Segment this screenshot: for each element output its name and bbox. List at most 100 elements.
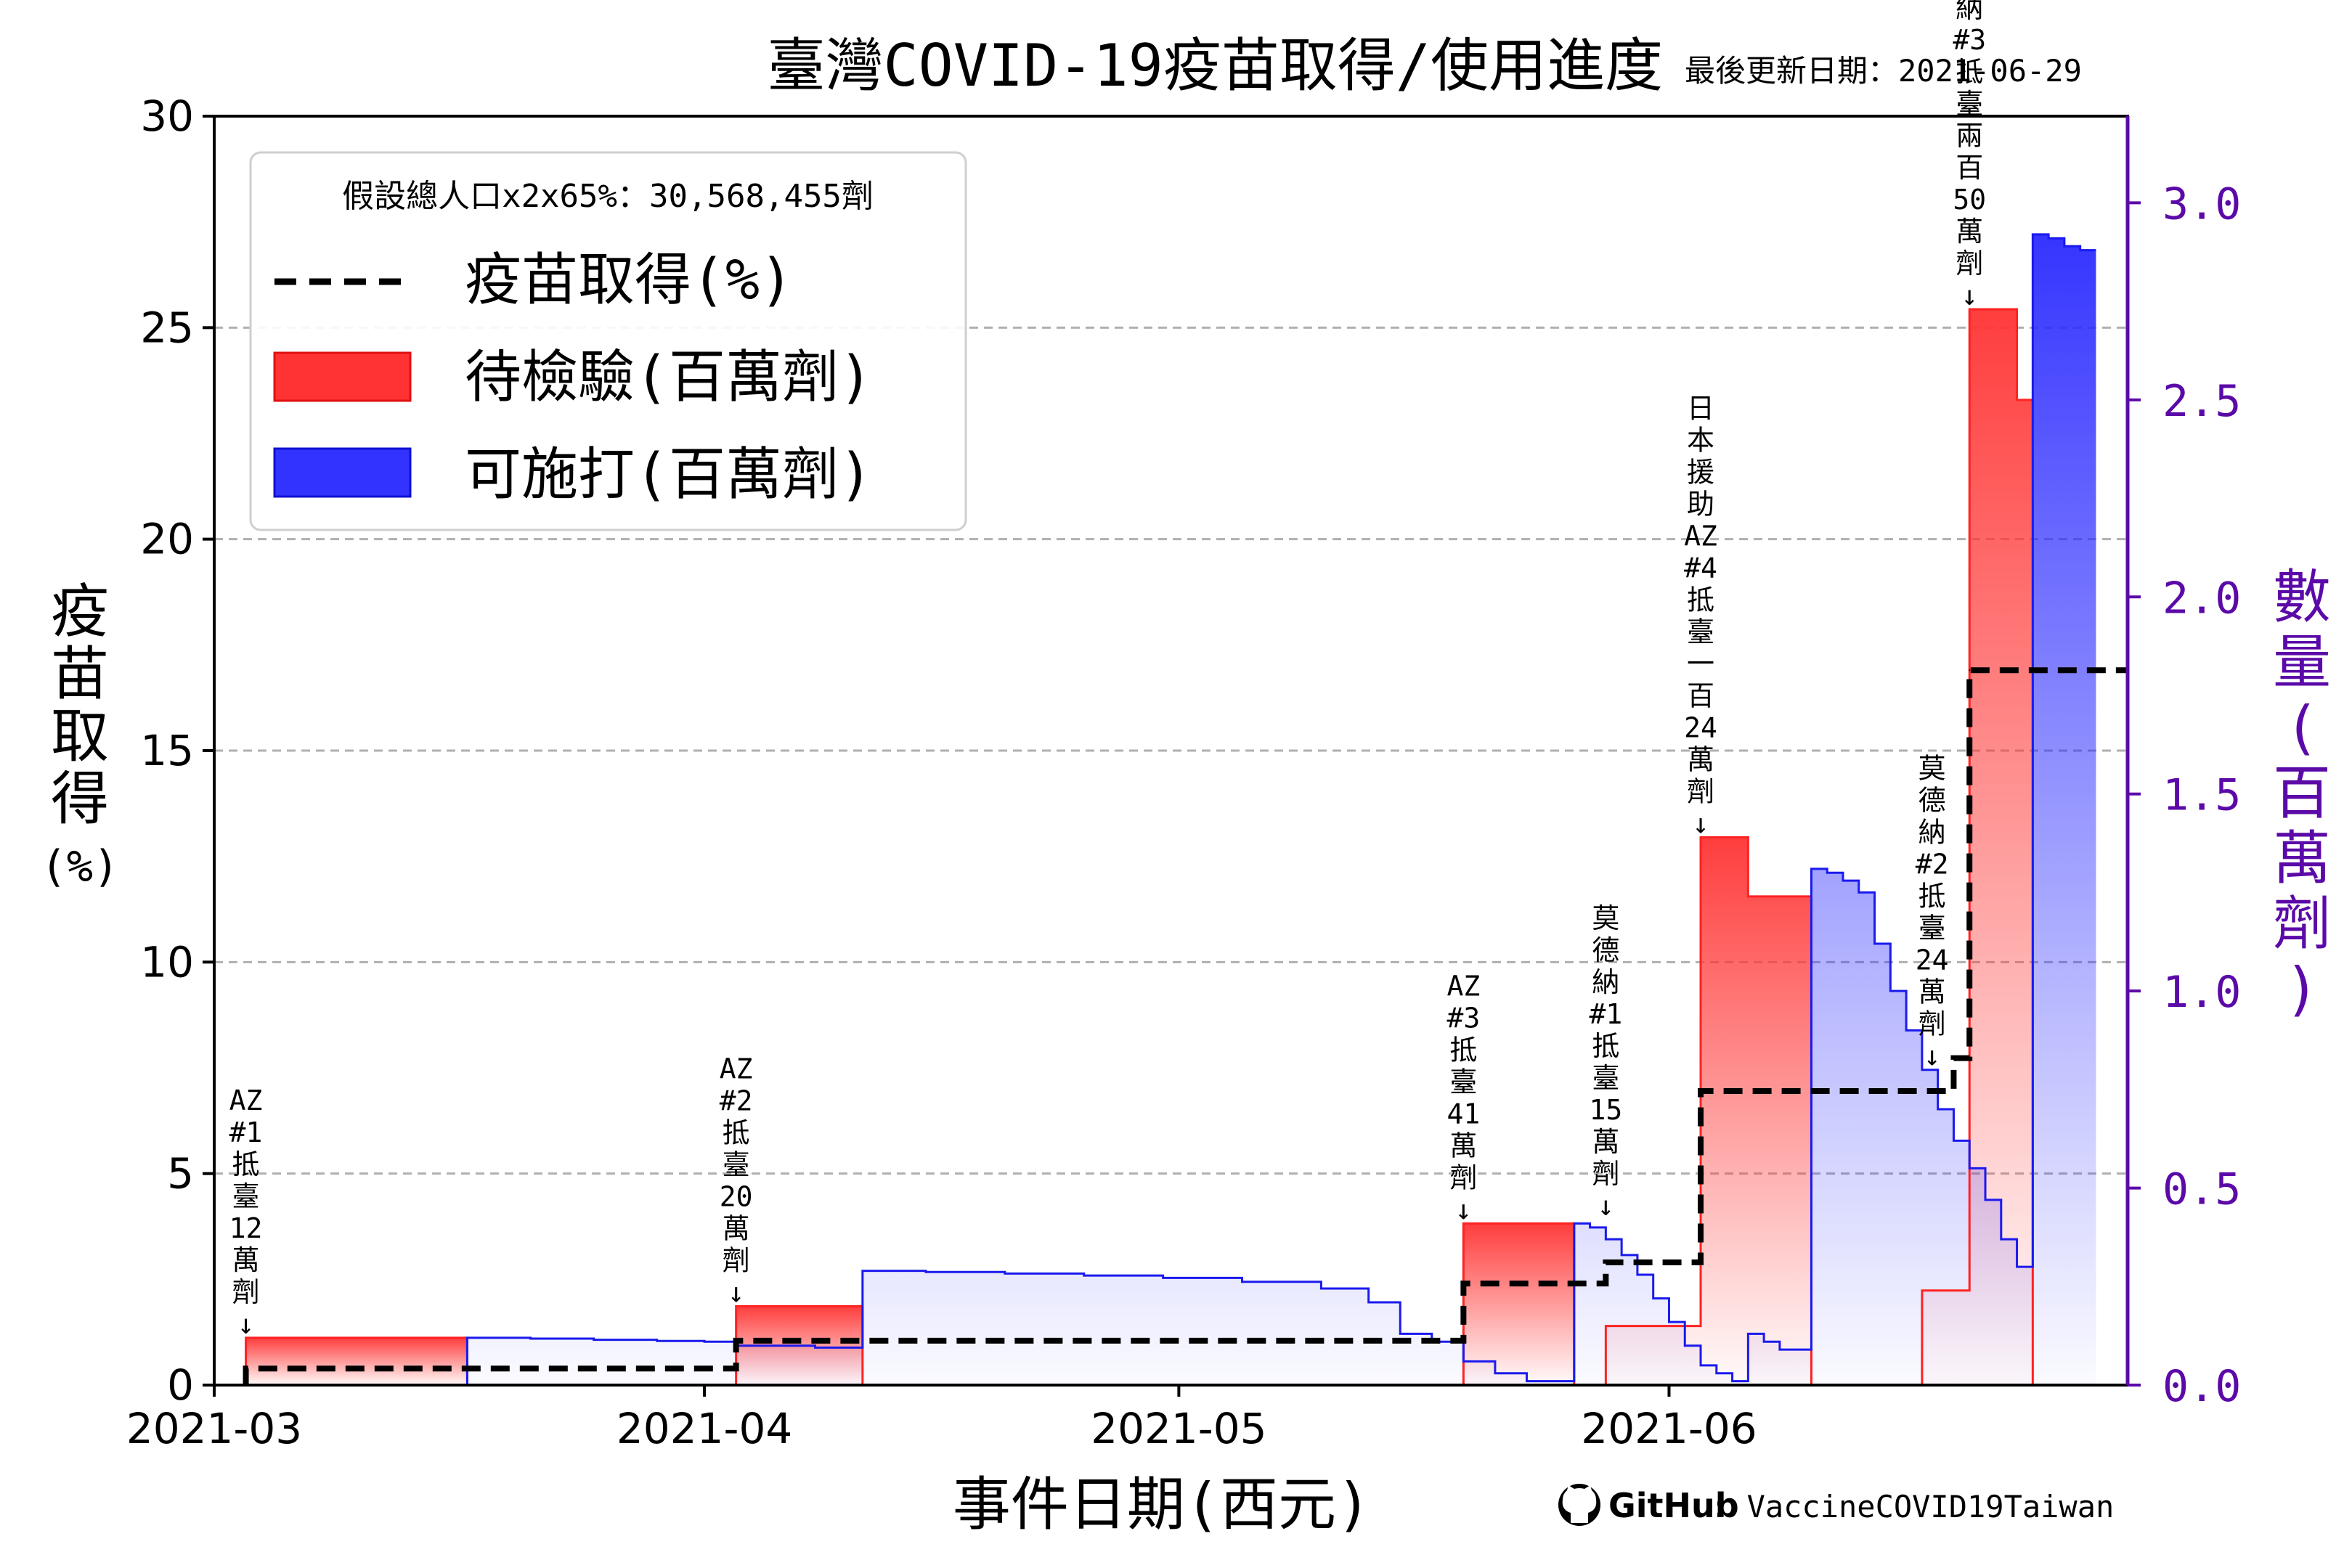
- annotation-text: 抵: [1449, 1034, 1477, 1066]
- annotation-text: 德: [1918, 785, 1946, 817]
- annotation-text: 萬: [1687, 743, 1714, 775]
- annotation-text: 莫: [1918, 753, 1946, 785]
- annotation-text: 兩: [1956, 120, 1983, 152]
- annotation-text: 抵: [1687, 584, 1714, 616]
- x-tick-label: 2021-06: [1581, 1404, 1757, 1453]
- annotation-text: 莫: [1592, 902, 1619, 934]
- github-repo: : VaccineCOVID19Taiwan: [1710, 1489, 2114, 1524]
- y-label-right-char: 百: [2273, 759, 2331, 827]
- annotation-text: AZ: [1446, 970, 1480, 1002]
- y-label-left-char: 疫: [51, 578, 109, 645]
- pending-line: [1604, 836, 1812, 1385]
- annotation-text: 臺: [723, 1148, 750, 1180]
- annotation-text: 納: [1592, 966, 1619, 998]
- pending-line: [1921, 308, 2034, 1385]
- annotation-text: 劑: [1592, 1158, 1619, 1190]
- annotation-text: 納: [1956, 0, 1983, 24]
- annotation-text: AZ: [1684, 520, 1717, 552]
- legend-available-label: 可施打(百萬劑): [465, 442, 873, 507]
- available-area: [467, 234, 2096, 1385]
- annotation-text: ↓: [1598, 1190, 1614, 1222]
- pending-area: [1921, 309, 2033, 1385]
- y-tick-label-right: 2.5: [2162, 376, 2241, 427]
- annotation-text: 萬: [1592, 1126, 1619, 1158]
- legend-acquired-label: 疫苗取得(%): [465, 248, 794, 313]
- legend-box: [249, 151, 967, 531]
- y-label-right-char: 數: [2273, 563, 2331, 631]
- annotation-text: 劑: [1918, 1008, 1946, 1040]
- annotation-text: #3: [1953, 24, 1986, 56]
- acquired-point: [1953, 1057, 1955, 1059]
- annotation-text: 劑: [1687, 775, 1714, 807]
- y-label-right-char: ): [2284, 955, 2319, 1023]
- pending-area: [245, 1337, 468, 1385]
- legend-pending-label: 待檢驗(百萬劑): [465, 345, 873, 410]
- y-tick-label-left: 25: [140, 303, 194, 352]
- annotation-text: 一: [1687, 648, 1714, 679]
- annotation-text: 24: [1684, 711, 1717, 743]
- annotation-text: 德: [1592, 934, 1619, 966]
- y-tick-label-right: 1.5: [2162, 770, 2241, 821]
- annotation-text: 劑: [723, 1244, 750, 1276]
- pending-area: [1606, 837, 1812, 1385]
- annotation-text: ↓: [1455, 1193, 1472, 1225]
- annotation-text: #4: [1684, 552, 1717, 584]
- annotation-text: 萬: [723, 1212, 750, 1244]
- github-credit: GitHub : VaccineCOVID19Taiwan: [1558, 1484, 2114, 1526]
- acquired-point: [1969, 669, 1971, 671]
- annotation-text: ↓: [1693, 807, 1709, 839]
- annotation-text: ↓: [1924, 1040, 1940, 1072]
- annotation-text: 24: [1916, 944, 1949, 976]
- annotation-text: 百: [1956, 152, 1983, 184]
- y-axis-label-left: 疫苗取得 (%): [41, 578, 119, 892]
- y-tick-label-right: 3.0: [2162, 179, 2241, 229]
- annotation-text: #2: [720, 1085, 753, 1116]
- update-date: 最後更新日期：2021-06-29: [1685, 53, 2082, 89]
- y-label-right-char: 萬: [2273, 825, 2331, 892]
- annotation-text: 抵: [723, 1116, 750, 1148]
- y-tick-label-left: 20: [140, 515, 194, 564]
- x-tick-label: 2021-04: [617, 1404, 792, 1453]
- annotation-text: 抵: [232, 1148, 260, 1180]
- data-lines: [243, 233, 2128, 1385]
- annotation-text: 臺: [1449, 1066, 1477, 1098]
- y-tick-label-left: 30: [140, 91, 194, 141]
- annotation-text: 20: [720, 1180, 753, 1212]
- pending-area: [1463, 1223, 1574, 1385]
- annotation-text: 本: [1687, 424, 1714, 456]
- y-tick-label-right: 2.0: [2162, 573, 2241, 624]
- annotation-text: 臺: [232, 1180, 260, 1212]
- annotation-text: 劑: [232, 1276, 260, 1308]
- y-tick-label-right: 0.0: [2162, 1361, 2241, 1412]
- github-label: GitHub: [1608, 1486, 1739, 1525]
- chart-title: 臺灣COVID-19疫苗取得/使用進度: [768, 32, 1663, 99]
- annotation-text: 抵: [1956, 56, 1983, 88]
- legend-header: 假設總人口x2x65%：30,568,455劑: [342, 178, 874, 215]
- annotation-text: #1: [1589, 998, 1622, 1030]
- annotation-text: 12: [229, 1212, 263, 1244]
- annotation-text: AZ: [229, 1085, 263, 1116]
- event-annotations: AZ#1抵臺12萬劑↓AZ#2抵臺20萬劑↓AZ#3抵臺41萬劑↓莫德納#1抵臺…: [229, 0, 1986, 1340]
- available-line: [465, 233, 2096, 1385]
- annotation-text: #2: [1916, 849, 1949, 881]
- annotation-text: 臺: [1687, 616, 1714, 648]
- x-axis-label: 事件日期(西元): [953, 1471, 1371, 1538]
- legend: 假設總人口x2x65%：30,568,455劑 疫苗取得(%) 待檢驗(百萬劑)…: [249, 151, 967, 531]
- annotation-text: ↓: [728, 1276, 744, 1308]
- y-label-right-char: (: [2284, 694, 2319, 761]
- x-tick-label: 2021-03: [126, 1404, 302, 1453]
- acquired-point: [245, 1368, 247, 1370]
- annotation-text: ↓: [1961, 279, 1978, 311]
- annotation-text: AZ: [720, 1053, 753, 1085]
- annotation-text: #3: [1446, 1002, 1480, 1034]
- annotation-text: #1: [229, 1116, 263, 1148]
- github-icon: [1558, 1484, 1600, 1526]
- y-tick-label-left: 15: [140, 726, 194, 775]
- annotation-text: 萬: [232, 1244, 260, 1276]
- annotation-text: 萬: [1918, 976, 1946, 1008]
- annotation-text: 百: [1687, 679, 1714, 711]
- annotation-text: 15: [1589, 1094, 1622, 1126]
- data-areas: [245, 234, 2096, 1385]
- x-tick-label: 2021-05: [1091, 1404, 1266, 1453]
